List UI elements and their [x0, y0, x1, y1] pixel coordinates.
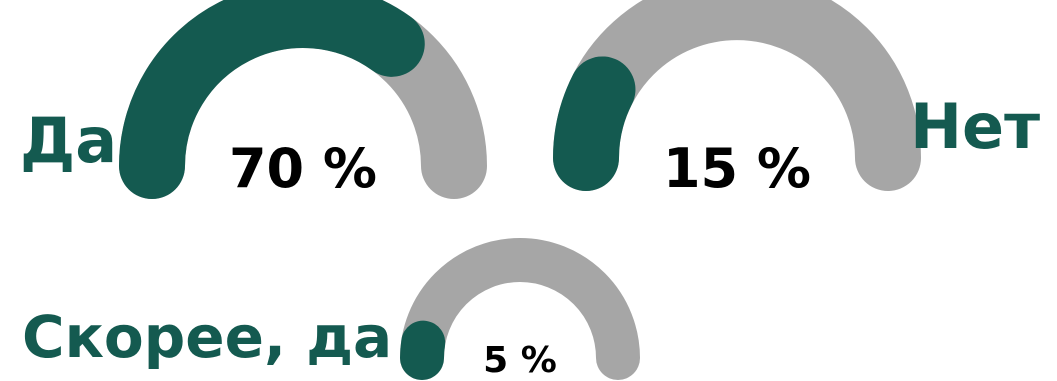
value-label-skoree-da: 5 %: [483, 340, 557, 381]
gauge-value-arc-net: [553, 56, 636, 191]
gauge-da: Да 70 %: [20, 0, 487, 200]
gauge-track-skoree-da: [400, 238, 640, 380]
category-label-skoree-da: Скорее, да: [22, 303, 392, 371]
category-label-net: Нет: [910, 90, 1040, 163]
value-label-da: 70 %: [229, 137, 377, 200]
category-label-da: Да: [20, 104, 117, 177]
gauge-value-arc-da: [119, 0, 425, 199]
gauge-value-arc-skoree-da: [400, 320, 446, 380]
value-label-net: 15 %: [663, 137, 811, 200]
gauge-net: Нет 15 %: [553, 0, 1040, 200]
gauge-skoree-da: Скорее, да 5 %: [22, 238, 640, 381]
